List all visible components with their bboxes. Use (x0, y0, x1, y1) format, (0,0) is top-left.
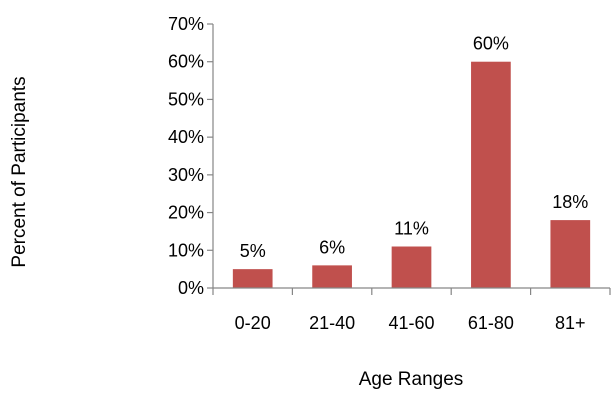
labels-layer: 5% 6% 11% 60% 18% 0% 10% 20% 30% 40% 50% 60% 70% 0-20… (168, 14, 588, 333)
y-axis-title: Percent of Participants (9, 76, 30, 267)
y-tick-label: 20% (168, 203, 204, 223)
y-tick-label: 30% (168, 165, 204, 185)
axes-layer (207, 23, 611, 295)
x-tick-label: 81+ (555, 313, 586, 333)
data-label-21-40: 6% (319, 237, 345, 257)
y-tick-label: 0% (178, 278, 204, 298)
data-label-0-20: 5% (240, 241, 266, 261)
bar-0-20 (232, 269, 273, 288)
data-label-61-80: 60% (473, 34, 509, 54)
bar-41-60 (391, 246, 432, 288)
bars-layer (232, 61, 591, 289)
y-tick-label: 50% (168, 89, 204, 109)
data-label-41-60: 11% (394, 219, 429, 239)
bar-61-80 (471, 61, 511, 289)
data-label-81+: 18% (552, 192, 588, 212)
y-tick-label: 70% (168, 14, 204, 34)
bar-21-40 (312, 265, 352, 288)
x-tick-label: 61-80 (468, 313, 514, 333)
y-tick-label: 10% (168, 240, 204, 260)
x-tick-label: 0-20 (235, 313, 271, 333)
y-tick-label: 60% (168, 52, 204, 72)
x-tick-label: 41-60 (388, 313, 434, 333)
bar-81+ (550, 220, 591, 288)
x-axis-title: Age Ranges (359, 369, 464, 390)
x-tick-label: 21-40 (309, 313, 355, 333)
y-tick-label: 40% (168, 127, 204, 147)
